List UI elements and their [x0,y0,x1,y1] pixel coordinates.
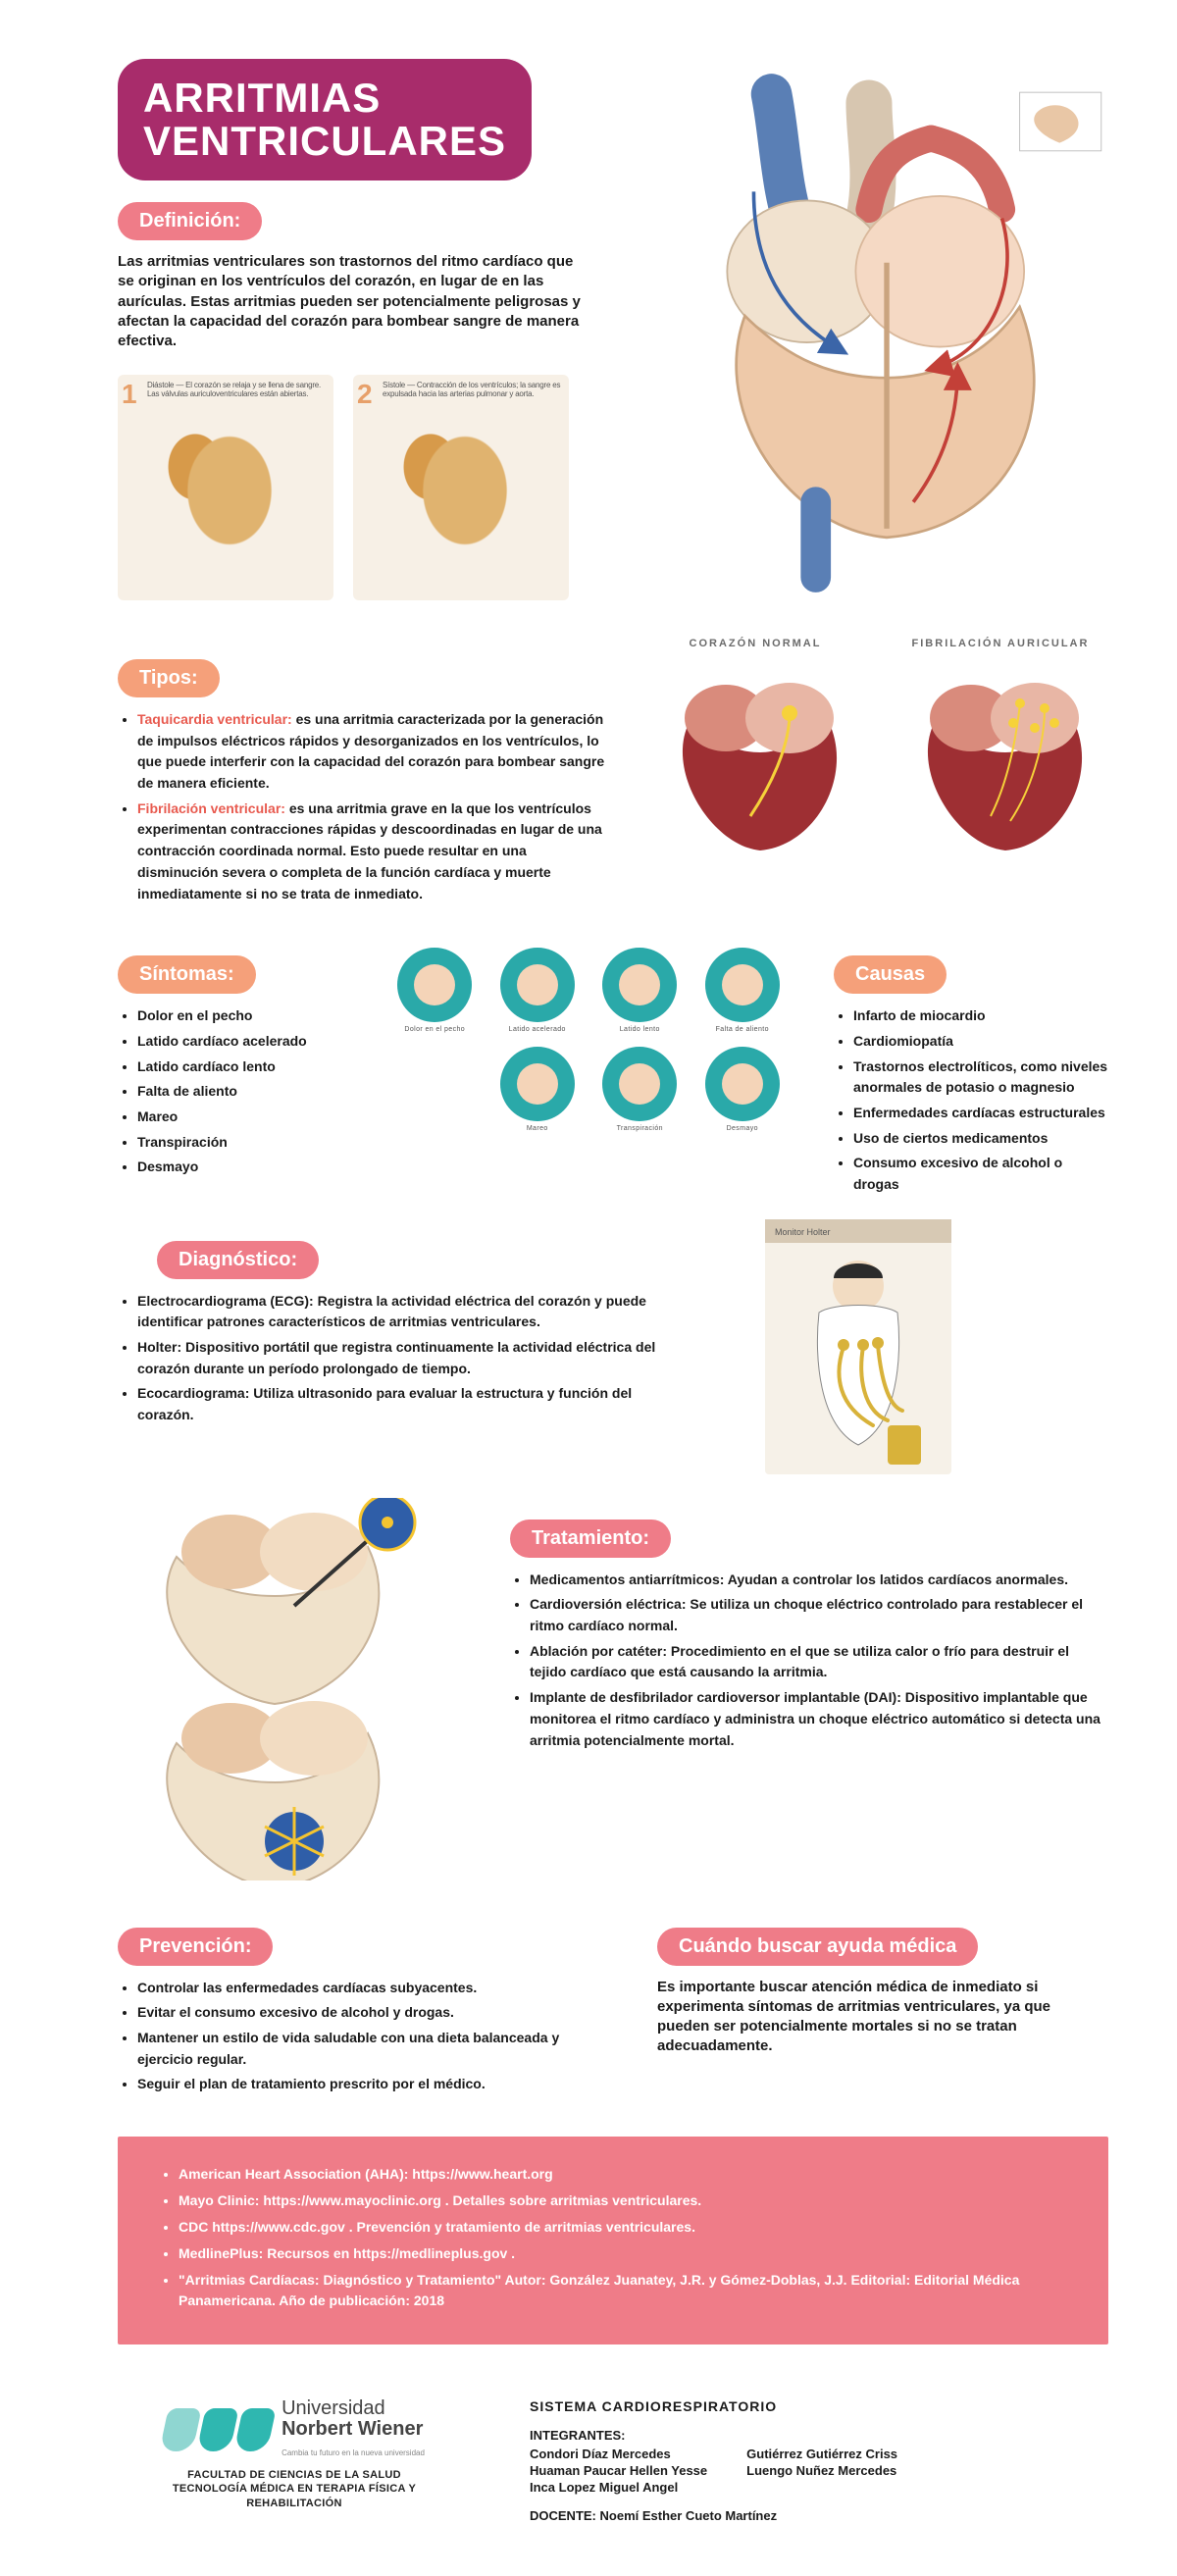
list-item: Enfermedades cardíacas estructurales [853,1103,1108,1124]
title-line-2: VENTRICULARES [143,118,506,164]
list-item: Ecocardiograma: Utiliza ultrasonido para… [137,1383,667,1425]
list-item: Falta de aliento [137,1081,343,1103]
list-item: Implante de desfibrilador cardioversor i… [530,1687,1108,1751]
symptom-icon: Mareo [495,1047,581,1132]
sintomas-icon-grid: Dolor en el pechoLatido aceleradoLatido … [383,934,794,1146]
symptom-icon: Latido lento [597,948,683,1033]
symptom-icon: Desmayo [700,1047,786,1132]
sintomas-causas-row: Síntomas: Dolor en el pecho Latido cardía… [118,934,1108,1200]
tipos-row: Tipos: Taquicardia ventricular: es una a… [118,638,1108,908]
list-item: Dolor en el pecho [137,1005,343,1027]
references-box: American Heart Association (AHA): https:… [118,2137,1108,2344]
footer: Universidad Norbert Wiener Cambia tu fut… [118,2398,1108,2527]
integrantes-grid: Condori Díaz MercedesGutiérrez Gutiérrez… [530,2447,924,2495]
course-title: SISTEMA CARDIORESPIRATORIO [530,2398,924,2414]
list-item: MedlinePlus: Recursos en https://medline… [179,2243,1069,2264]
symptom-icon: Transpiración [597,1047,683,1132]
list-item: Latido cardíaco lento [137,1056,343,1078]
list-item: Infarto de miocardio [853,1005,1108,1027]
page: ARRITMIAS VENTRICULARES Definición: Las … [0,0,1177,2576]
list-item: Seguir el plan de tratamiento prescrito … [137,2074,588,2095]
symptom-icon: Falta de aliento [700,948,786,1033]
list-item: Taquicardia ventricular: es una arritmia… [137,709,608,795]
list-item: Mayo Clinic: https://www.mayoclinic.org … [179,2190,1069,2211]
list-item: Latido cardíaco acelerado [137,1031,343,1053]
badge-definicion: Definición: [118,202,262,240]
diastole-figure: 1 Diástole — El corazón se relaja y se l… [118,375,333,600]
list-item: Cardiomiopatía [853,1031,1108,1053]
symptom-icon: Dolor en el pecho [392,948,478,1033]
list-item: Cardioversión eléctrica: Se utiliza un c… [530,1594,1108,1636]
list-item: Transpiración [137,1132,343,1154]
ayuda-text: Es importante buscar atención médica de … [657,1978,1069,2057]
list-item: Consumo excesivo de alcohol o drogas [853,1153,1108,1195]
list-item: Ablación por catéter: Procedimiento en e… [530,1641,1108,1683]
compare-normal: CORAZÓN NORMAL [652,638,858,865]
prev-ayuda-row: Prevención: Controlar las enfermedades c… [118,1906,1108,2099]
list-item: Mantener un estilo de vida saludable con… [137,2028,588,2070]
header-row: ARRITMIAS VENTRICULARES Definición: Las … [118,59,1108,608]
list-item: Trastornos electrolíticos, como niveles … [853,1056,1108,1099]
faculty-text: FACULTAD DE CIENCIAS DE LA SALUDTECNOLOG… [118,2468,471,2510]
list-item: Evitar el consumo excesivo de alcohol y … [137,2002,588,2024]
symptom-icon: Latido acelerado [495,948,581,1033]
badge-sintomas: Síntomas: [118,955,256,994]
main-title: ARRITMIAS VENTRICULARES [118,59,532,180]
badge-prevencion: Prevención: [118,1928,273,1966]
diagnostico-row: Diagnóstico: Electrocardiograma (ECG): R… [118,1219,1108,1474]
tipos-list: Taquicardia ventricular: es una arritmia… [118,709,608,904]
sintomas-list: Dolor en el pecho Latido cardíaco acelera… [118,1005,343,1178]
badge-tipos: Tipos: [118,659,220,697]
badge-causas: Causas [834,955,947,994]
holter-figure: Monitor Holter [765,1219,951,1474]
list-item: Fibrilación ventricular: es una arritmia… [137,799,608,904]
ablation-figure [118,1498,471,1880]
tratamiento-list: Medicamentos antiarrítmicos: Ayudan a co… [510,1570,1108,1752]
university-block: Universidad Norbert Wiener Cambia tu fut… [118,2398,471,2510]
university-logo: Universidad Norbert Wiener Cambia tu fut… [118,2398,471,2460]
prevencion-list: Controlar las enfermedades cardíacas sub… [118,1978,588,2095]
list-item: Medicamentos antiarrítmicos: Ayudan a co… [530,1570,1108,1591]
sistole-figure: 2 Sístole — Contracción de los ventrícul… [353,375,569,600]
list-item: Controlar las enfermedades cardíacas sub… [137,1978,588,1999]
causas-list: Infarto de miocardio Cardiomiopatía Trasto… [834,1005,1108,1196]
list-item: Desmayo [137,1157,343,1178]
list-item: Uso de ciertos medicamentos [853,1128,1108,1150]
list-item: American Heart Association (AHA): https:… [179,2164,1069,2185]
heart-anatomy-figure [647,59,1108,608]
compare-fibrilacion: FIBRILACIÓN AURICULAR [897,638,1103,865]
diagnostico-list: Electrocardiograma (ECG): Registra la ac… [118,1291,667,1426]
list-item: Mareo [137,1107,343,1128]
logo-mark-icon [164,2408,272,2451]
svg-text:Monitor Holter: Monitor Holter [775,1227,831,1237]
badge-diagnostico: Diagnóstico: [157,1241,319,1279]
credits-block: SISTEMA CARDIORESPIRATORIO INTEGRANTES: … [530,2398,924,2527]
badge-ayuda: Cuándo buscar ayuda médica [657,1928,978,1966]
title-line-1: ARRITMIAS [143,75,381,121]
badge-tratamiento: Tratamiento: [510,1520,671,1558]
list-item: "Arritmias Cardíacas: Diagnóstico y Trat… [179,2270,1069,2311]
list-item: CDC https://www.cdc.gov . Prevención y t… [179,2217,1069,2238]
references-list: American Heart Association (AHA): https:… [157,2164,1069,2311]
tratamiento-row: Tratamiento: Medicamentos antiarrítmicos… [118,1498,1108,1880]
definicion-text: Las arritmias ventriculares son trastorn… [118,252,588,351]
list-item: Electrocardiograma (ECG): Registra la ac… [137,1291,667,1333]
list-item: Holter: Dispositivo portátil que registr… [137,1337,667,1379]
